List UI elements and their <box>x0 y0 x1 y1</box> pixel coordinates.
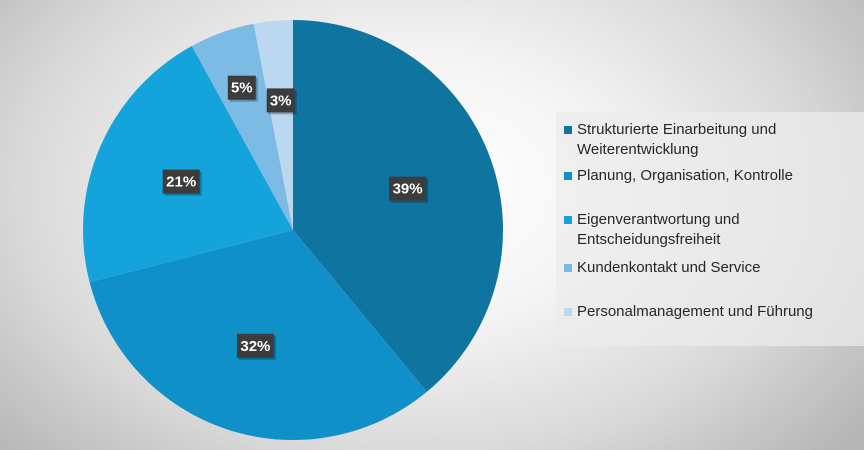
slice-data-label: 32% <box>236 333 276 360</box>
slice-label-text: 5% <box>231 80 253 97</box>
legend-swatch-icon <box>564 216 572 224</box>
legend-swatch-icon <box>564 264 572 272</box>
legend-label: Personalmanagement und Führung <box>577 303 813 320</box>
legend-swatch-icon <box>564 308 572 316</box>
slice-label-text: 32% <box>240 338 270 355</box>
legend-item: Personalmanagement und Führung <box>564 302 858 322</box>
pie-slice <box>83 45 293 283</box>
slice-data-label: 21% <box>162 169 202 196</box>
slice-data-label: 3% <box>266 88 297 115</box>
chart-legend: Strukturierte Einarbeitung und Weiterent… <box>556 112 864 346</box>
legend-label: Strukturierte Einarbeitung und Weiterent… <box>577 121 777 158</box>
slice-label-text: 3% <box>270 92 292 109</box>
legend-swatch-icon <box>564 126 572 134</box>
slice-data-label: 39% <box>389 176 429 203</box>
legend-swatch-icon <box>564 172 572 180</box>
pie-slice <box>293 19 504 392</box>
legend-item: Kundenkontakt und Service <box>564 258 858 278</box>
legend-item: Planung, Organisation, Kontrolle <box>564 166 858 186</box>
slice-label-text: 39% <box>393 181 423 198</box>
pie-slice <box>253 20 293 230</box>
legend-label: Eigenverantwortung und Entscheidungsfrei… <box>577 211 740 248</box>
legend-label: Planung, Organisation, Kontrolle <box>577 167 793 184</box>
pie-slice <box>191 23 293 230</box>
slice-data-label: 5% <box>227 75 258 102</box>
legend-label: Kundenkontakt und Service <box>577 259 761 276</box>
legend-item: Eigenverantwortung und Entscheidungsfrei… <box>564 210 858 250</box>
slice-label-text: 21% <box>166 174 196 191</box>
legend-item: Strukturierte Einarbeitung und Weiterent… <box>564 120 858 160</box>
